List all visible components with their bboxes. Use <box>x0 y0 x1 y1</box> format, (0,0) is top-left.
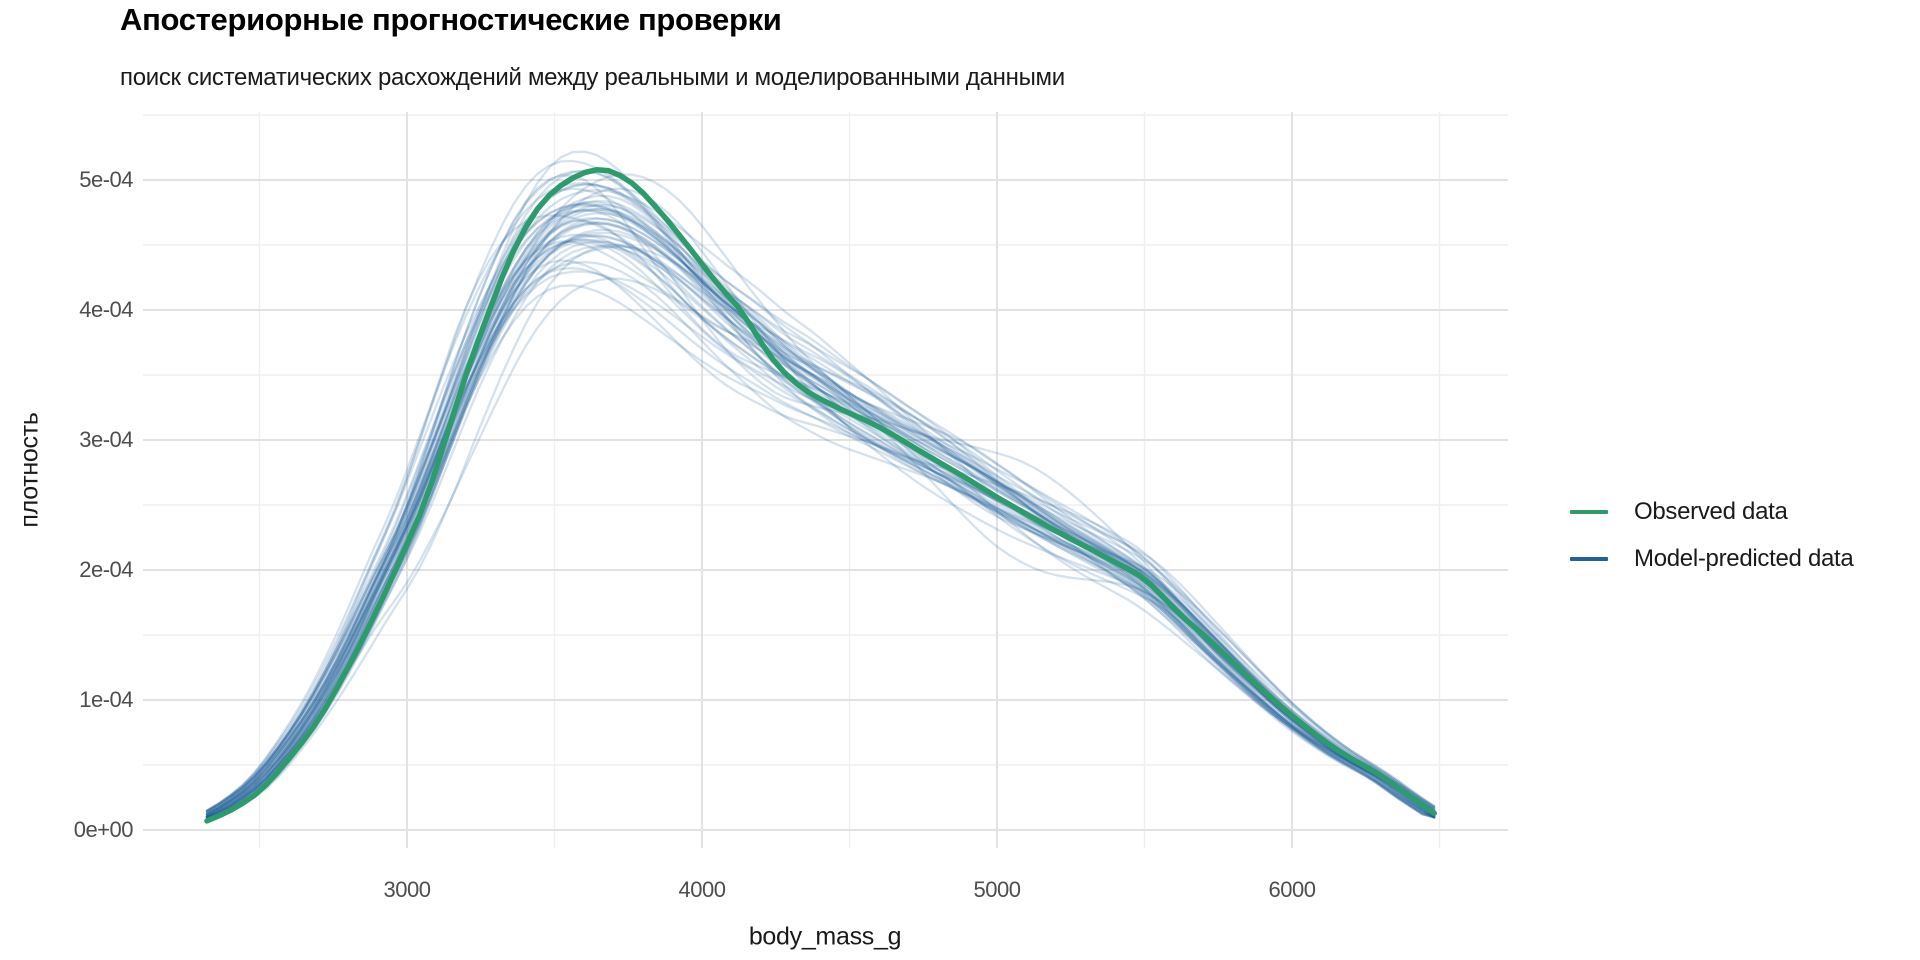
predicted-density-line <box>205 240 1436 819</box>
legend-entry-observed: Observed data <box>1570 488 1853 535</box>
predicted-density-line <box>205 260 1436 819</box>
predicted-density-line <box>205 207 1436 819</box>
y-tick-label: 5e-04 <box>79 167 133 192</box>
legend-entry-predicted: Model-predicted data <box>1570 535 1854 582</box>
predicted-density-line <box>205 188 1436 818</box>
predicted-density-line <box>205 208 1436 819</box>
predicted-density-line <box>205 240 1436 819</box>
predicted-density-line <box>205 217 1436 819</box>
legend: Observed data Model-predicted data <box>1570 488 1854 582</box>
predicted-density-line <box>205 200 1436 818</box>
predicted-density-line <box>205 277 1436 819</box>
predicted-density-line <box>205 183 1436 817</box>
x-tick-label: 4000 <box>678 877 726 902</box>
legend-label-predicted: Model-predicted data <box>1634 544 1854 572</box>
predicted-density-line <box>205 238 1436 819</box>
x-tick-label: 6000 <box>1268 877 1316 902</box>
predicted-density-line <box>205 233 1436 819</box>
gridlines-major <box>143 112 1508 848</box>
page-subtitle: поиск систематических расхождений между … <box>120 64 1065 91</box>
predicted-density-line <box>205 234 1436 819</box>
predicted-density-line <box>205 187 1436 819</box>
predicted-density-line <box>205 244 1436 819</box>
predicted-density-line <box>205 187 1436 818</box>
x-axis-title: body_mass_g <box>748 922 902 951</box>
predicted-density-line <box>205 169 1436 818</box>
gridlines-minor <box>143 112 1508 848</box>
predicted-density-line <box>205 245 1436 818</box>
predicted-density-line <box>205 150 1436 818</box>
x-tick-label: 5000 <box>973 877 1021 902</box>
predicted-density-line <box>205 174 1436 818</box>
predicted-density-line <box>205 194 1436 818</box>
predicted-density-line <box>205 209 1436 818</box>
y-tick-label: 3e-04 <box>79 427 133 452</box>
predicted-density-line <box>205 182 1436 819</box>
predicted-density-line <box>205 208 1436 818</box>
y-tick-label: 4e-04 <box>79 297 133 322</box>
predicted-density-line <box>205 234 1436 819</box>
predicted-density-line <box>205 259 1436 817</box>
predicted-density-line <box>205 238 1436 819</box>
predicted-density-line <box>205 203 1436 819</box>
y-tick-label: 1e-04 <box>79 687 133 712</box>
predicted-density-line <box>205 159 1436 818</box>
predicted-density-lines <box>205 150 1436 819</box>
predicted-density-line <box>205 270 1436 819</box>
predicted-density-line <box>205 182 1436 818</box>
y-tick-label: 0e+00 <box>73 817 134 842</box>
predicted-density-line <box>205 202 1436 819</box>
observed-line-key-icon <box>1570 509 1608 514</box>
predicted-density-line <box>205 231 1436 818</box>
y-tick-label: 2e-04 <box>79 557 133 582</box>
predicted-line-key-icon <box>1570 556 1608 561</box>
predicted-density-line <box>205 214 1436 819</box>
predicted-density-line <box>205 240 1436 819</box>
predicted-density-line <box>205 173 1436 819</box>
predicted-density-line <box>205 219 1436 819</box>
legend-label-observed: Observed data <box>1634 497 1788 525</box>
predicted-density-line <box>205 203 1436 818</box>
y-axis-title: плотность <box>15 412 44 528</box>
observed-density-line <box>204 167 1437 824</box>
predicted-density-line <box>205 169 1436 819</box>
x-tick-label: 3000 <box>383 877 431 902</box>
page-title: Апостериорные прогностические проверки <box>120 2 782 37</box>
